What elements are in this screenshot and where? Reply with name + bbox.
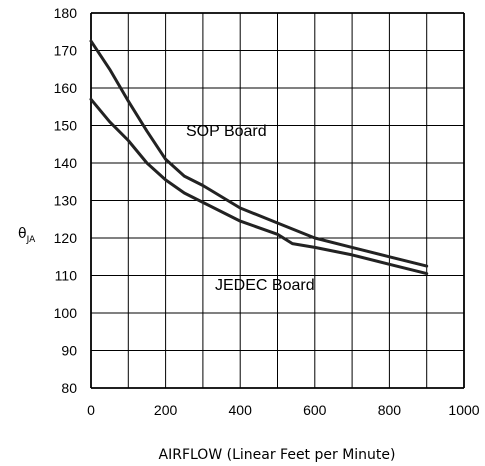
x-tick-label: 600 [303, 402, 327, 418]
series-lines [89, 39, 429, 276]
y-tick-label: 120 [54, 230, 78, 246]
axis-ticks: 0 200 400 600 800 1000 80 90 100 110 120 130 140 150 1… [54, 5, 480, 418]
y-tick-label: 80 [61, 380, 77, 396]
y-tick-label: 140 [54, 155, 78, 171]
y-tick-label: 180 [54, 5, 78, 21]
series-line-jedec-board [89, 97, 429, 276]
y-tick-label: 160 [54, 80, 78, 96]
series-label-jedec-board: JEDEC Board [215, 277, 315, 294]
x-tick-label: 200 [154, 402, 178, 418]
x-tick-label: 1000 [448, 402, 479, 418]
x-tick-label: 800 [378, 402, 402, 418]
x-tick-label: 0 [87, 402, 95, 418]
y-tick-label: 150 [54, 118, 78, 134]
x-tick-label: 400 [229, 402, 253, 418]
grid [90, 12, 465, 389]
y-tick-label: 100 [54, 305, 78, 321]
y-tick-label: 90 [61, 343, 77, 359]
y-tick-label: 110 [55, 268, 78, 284]
series-label-sop-board: SOP Board [186, 123, 267, 140]
y-tick-label: 130 [54, 193, 78, 209]
x-axis-label: AIRFLOW (Linear Feet per Minute) [159, 447, 396, 463]
y-tick-label: 170 [54, 43, 78, 59]
y-axis-label: θJA [18, 226, 36, 245]
series-line-sop-board [89, 39, 429, 268]
